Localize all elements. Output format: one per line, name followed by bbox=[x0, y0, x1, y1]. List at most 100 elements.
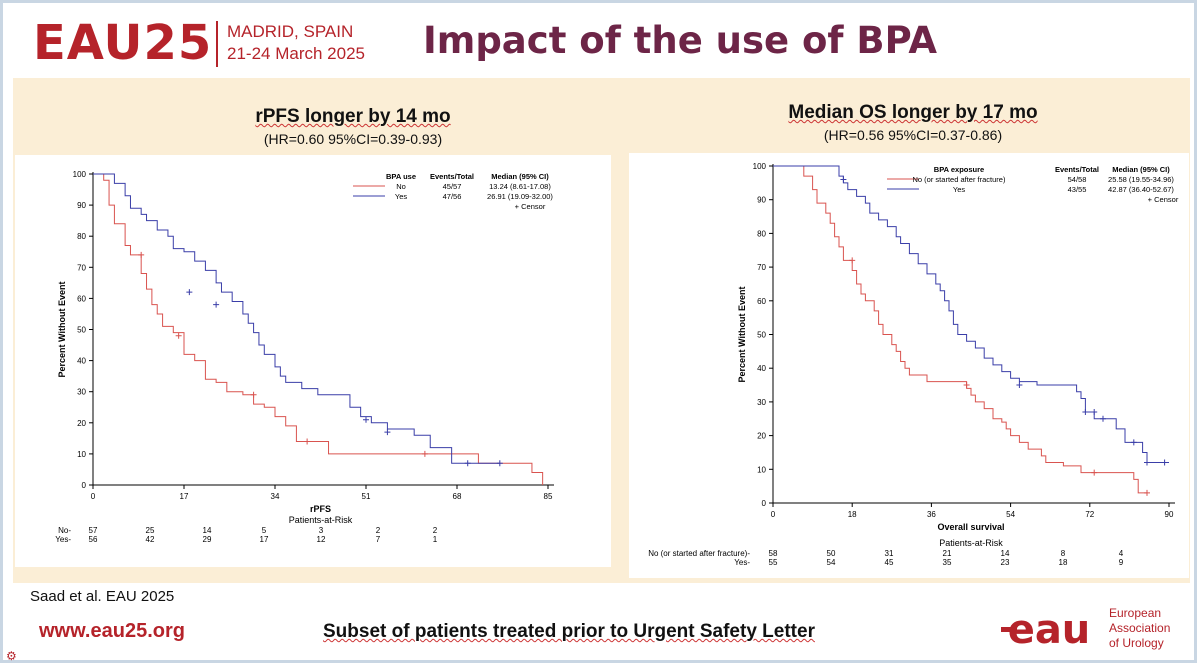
y-tick-label: 60 bbox=[757, 297, 766, 306]
x-tick-label: 17 bbox=[180, 492, 189, 501]
y-tick-label: 0 bbox=[82, 481, 87, 490]
km-curve-yes bbox=[93, 173, 500, 464]
x-tick-label: 85 bbox=[544, 492, 553, 501]
y-tick-label: 20 bbox=[77, 419, 86, 428]
censor-mark bbox=[421, 450, 428, 457]
eau-name-line2: Association bbox=[1109, 621, 1171, 635]
censor-mark bbox=[840, 176, 847, 183]
risk-value: 25 bbox=[146, 526, 155, 535]
risk-value: 50 bbox=[827, 549, 836, 558]
risk-value: 29 bbox=[203, 535, 212, 544]
x-tick-label: 34 bbox=[271, 492, 280, 501]
y-tick-label: 100 bbox=[73, 170, 87, 179]
risk-value: 5 bbox=[262, 526, 267, 535]
risk-row-label: No (or started after fracture)- bbox=[648, 549, 750, 558]
legend-median: 26.91 (19.09-32.00) bbox=[487, 192, 553, 201]
x-tick-label: 0 bbox=[91, 492, 96, 501]
legend-header: Median (95% CI) bbox=[491, 172, 549, 181]
y-tick-label: 90 bbox=[77, 201, 86, 210]
risk-value: 23 bbox=[1001, 558, 1010, 567]
y-tick-label: 30 bbox=[77, 388, 86, 397]
x-tick-label: 0 bbox=[771, 510, 776, 519]
y-axis-label: Percent Without Event bbox=[737, 287, 747, 383]
legend-series-name: No bbox=[396, 182, 406, 191]
risk-value: 9 bbox=[1119, 558, 1124, 567]
risk-value: 31 bbox=[885, 549, 894, 558]
left-headline: rPFS longer by 14 mo bbox=[255, 106, 451, 127]
censor-mark bbox=[363, 416, 369, 423]
risk-row-label: No- bbox=[58, 526, 71, 535]
eau-logo-icon: eau bbox=[1001, 607, 1090, 651]
legend-header: Events/Total bbox=[430, 172, 474, 181]
citation: Saad et al. EAU 2025 bbox=[30, 588, 175, 605]
x-tick-label: 18 bbox=[848, 510, 857, 519]
y-tick-label: 80 bbox=[757, 229, 766, 238]
legend-median: 25.58 (19.55-34.96) bbox=[1108, 175, 1174, 184]
subset-note: Subset of patients treated prior to Urge… bbox=[323, 621, 815, 642]
censor-mark bbox=[464, 460, 471, 467]
legend-series-name: Yes bbox=[395, 192, 407, 201]
risk-value: 18 bbox=[1059, 558, 1068, 567]
censor-mark bbox=[1144, 459, 1150, 466]
website-link[interactable]: www.eau25.org bbox=[39, 620, 185, 642]
y-tick-label: 10 bbox=[77, 450, 86, 459]
eau-name: European Association of Urology bbox=[1109, 606, 1170, 651]
censor-mark bbox=[384, 429, 391, 436]
risk-value: 57 bbox=[89, 526, 98, 535]
y-tick-label: 30 bbox=[757, 398, 766, 407]
x-tick-label: 51 bbox=[362, 492, 371, 501]
risk-row-label: Yes- bbox=[55, 535, 71, 544]
right-subtitle: Median OS longer by 17 mo (HR=0.56 95%CI… bbox=[703, 101, 1123, 145]
x-axis-label: rPFS bbox=[310, 504, 331, 514]
legend-header: Median (95% CI) bbox=[1112, 165, 1170, 174]
os-chart-panel: 0 10 20 30 40 50 60 70 80 90 100 0 18 36 54 72 90 Overall… bbox=[629, 153, 1189, 578]
risk-value: 56 bbox=[89, 535, 98, 544]
risk-row-label: Yes- bbox=[734, 558, 750, 567]
right-hr: (HR=0.56 95%CI=0.37-0.86) bbox=[823, 127, 1003, 143]
censor-mark bbox=[1144, 489, 1150, 496]
km-curve-yes bbox=[773, 165, 1169, 464]
risk-value: 54 bbox=[827, 558, 836, 567]
legend-events: 43/55 bbox=[1068, 185, 1087, 194]
y-tick-label: 70 bbox=[77, 263, 86, 272]
censor-mark bbox=[1100, 415, 1106, 422]
os-km-chart: 0 10 20 30 40 50 60 70 80 90 100 0 18 36 54 72 90 Overall… bbox=[648, 162, 1179, 567]
legend-censor: + Censor bbox=[515, 202, 546, 211]
risk-table-title: Patients-at-Risk bbox=[939, 538, 1003, 548]
censor-mark bbox=[849, 257, 856, 264]
censor-mark bbox=[1082, 409, 1089, 416]
y-tick-label: 10 bbox=[757, 465, 766, 474]
censor-mark bbox=[1161, 459, 1168, 466]
x-tick-label: 36 bbox=[927, 510, 936, 519]
risk-value: 8 bbox=[1061, 549, 1066, 558]
y-tick-label: 60 bbox=[77, 294, 86, 303]
censor-mark bbox=[138, 251, 145, 258]
rpfs-chart-panel: 0 10 20 30 40 50 60 70 80 90 100 0 17 34 51 68 85 rPFS Per… bbox=[15, 155, 611, 567]
risk-value: 1 bbox=[433, 535, 438, 544]
censor-mark bbox=[1091, 469, 1098, 476]
slide-title: Impact of the use of BPA bbox=[423, 19, 937, 62]
risk-value: 55 bbox=[769, 558, 778, 567]
censor-mark bbox=[1130, 439, 1137, 446]
risk-value: 42 bbox=[146, 535, 155, 544]
km-curve-no bbox=[93, 173, 544, 485]
y-tick-label: 40 bbox=[757, 364, 766, 373]
eau-name-line3: of Urology bbox=[1109, 636, 1164, 650]
x-tick-label: 72 bbox=[1085, 510, 1094, 519]
legend-median: 13.24 (8.61-17.08) bbox=[489, 182, 551, 191]
risk-value: 7 bbox=[376, 535, 381, 544]
censor-mark bbox=[1091, 409, 1098, 416]
censor-mark bbox=[1016, 382, 1023, 389]
y-tick-label: 70 bbox=[757, 263, 766, 272]
censor-mark bbox=[186, 289, 193, 296]
risk-value: 14 bbox=[203, 526, 212, 535]
legend-events: 47/56 bbox=[443, 192, 462, 201]
y-tick-label: 50 bbox=[77, 326, 86, 335]
risk-value: 17 bbox=[260, 535, 269, 544]
mascot-icon: ⚙ bbox=[6, 649, 17, 663]
risk-table-title: Patients-at-Risk bbox=[289, 515, 353, 525]
x-tick-label: 90 bbox=[1165, 510, 1174, 519]
censor-mark bbox=[250, 391, 257, 398]
legend-events: 45/57 bbox=[443, 182, 462, 191]
y-axis-label: Percent Without Event bbox=[57, 282, 67, 378]
